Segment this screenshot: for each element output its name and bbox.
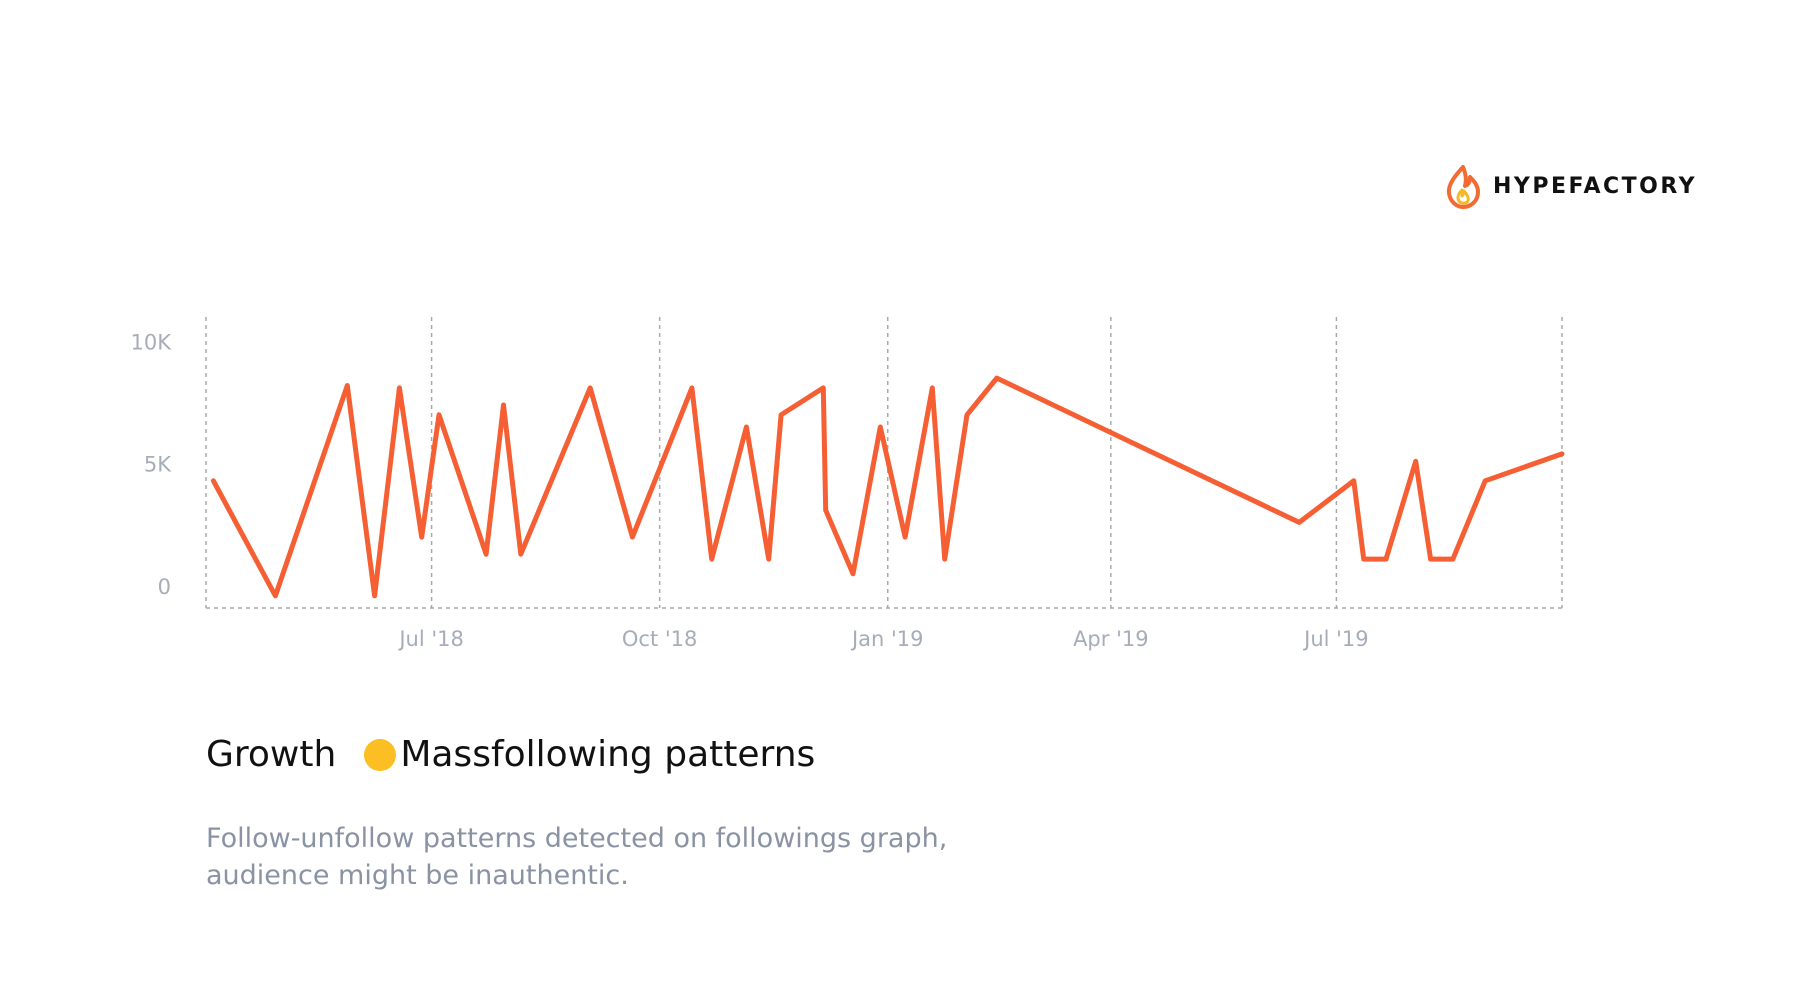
description: Follow-unfollow patterns detected on fol… xyxy=(206,820,1106,894)
legend-pattern-label: Massfollowing patterns xyxy=(400,734,816,775)
y-tick-labels: 0 5K 10K xyxy=(131,330,173,599)
y-tick-label: 0 xyxy=(158,575,171,599)
brand-name: HYPEFACTORY xyxy=(1493,173,1698,199)
y-tick-label: 5K xyxy=(144,453,172,477)
x-tick-labels: Jul '18 Oct '18 Jan '19 Apr '19 Jul '19 xyxy=(397,627,1368,651)
y-tick-label: 10K xyxy=(131,330,173,354)
growth-chart: 0 5K 10K Jul '18 Oct '18 Jan '19 Apr '19 Jul '… xyxy=(131,317,1565,651)
series-line xyxy=(210,375,1565,599)
flame-icon xyxy=(1446,165,1480,209)
series-layer xyxy=(210,375,1565,599)
x-tick-label: Apr '19 xyxy=(1073,627,1149,651)
description-line-1: Follow-unfollow patterns detected on fol… xyxy=(206,823,948,854)
legend-dot-icon xyxy=(364,738,397,771)
legend: Growth Massfollowing patterns xyxy=(206,734,815,775)
legend-title: Growth xyxy=(206,734,337,775)
x-tick-label: Jul '18 xyxy=(397,627,464,651)
x-tick-label: Oct '18 xyxy=(622,627,697,651)
description-line-2: audience might be inauthentic. xyxy=(206,860,629,891)
brand-logo: HYPEFACTORY xyxy=(1445,163,1697,209)
x-tick-label: Jan '19 xyxy=(850,627,924,651)
x-tick-label: Jul '19 xyxy=(1302,627,1369,651)
